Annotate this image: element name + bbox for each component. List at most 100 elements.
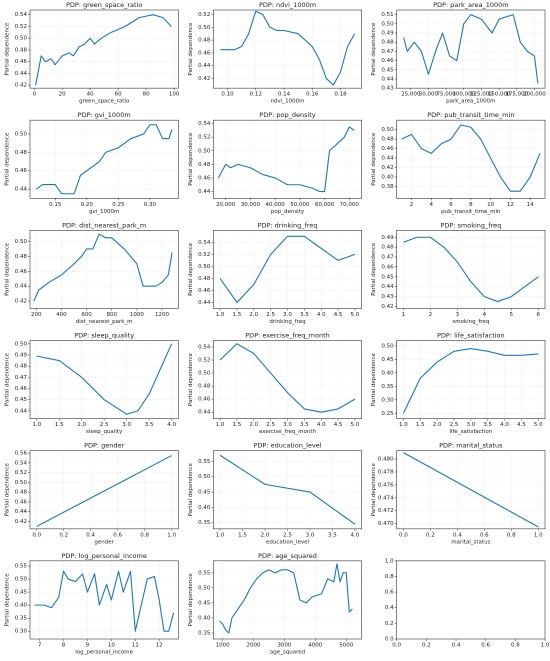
y-tick-label: 0.46 (15, 59, 28, 65)
chart-title: PDP: log_personal_income (61, 552, 146, 560)
x-tick-label: 600 (81, 312, 92, 318)
plot-frame (29, 450, 179, 530)
chart-title: PDP: exercise_freq_month (245, 332, 329, 340)
x-axis-label: ndvi_1000m (271, 99, 305, 105)
y-tick-label: 0.4 (385, 605, 394, 611)
y-tick-label: 0.48 (198, 384, 211, 390)
y-tick-label: 0.480 (378, 457, 394, 463)
x-tick-label: 4.0 (500, 422, 509, 428)
y-tick-label: 0.46 (15, 499, 28, 505)
chart-title: PDP: dist_nearest_park_m (62, 221, 146, 229)
x-tick-label: 20 (59, 92, 66, 98)
y-tick-label: 0.48 (15, 490, 28, 496)
y-tick-label: 0.55 (15, 564, 28, 570)
y-tick-label: 0.44 (198, 410, 211, 416)
pdp-line (403, 452, 539, 528)
y-tick-label: 0.52 (15, 24, 27, 30)
y-tick-label: 0.48 (15, 150, 28, 156)
y-tick-label: 0.42 (381, 304, 393, 310)
plot-frame (29, 9, 179, 89)
x-tick-label: 1.0 (167, 532, 176, 538)
x-tick-label: 6 (537, 312, 541, 318)
y-axis-label: Partial dependence (188, 132, 194, 186)
y-axis-label: Partial dependence (371, 22, 377, 76)
x-tick-label: 3.0 (122, 422, 131, 428)
plot-frame (396, 9, 546, 89)
x-tick-label: 150,000 (488, 92, 511, 98)
chart-title: PDP: marital_status (439, 442, 503, 450)
x-tick-label: 0.8 (507, 532, 516, 538)
x-tick-label: 11 (132, 643, 139, 649)
y-tick-label: 0.50 (198, 585, 211, 591)
y-axis-label: Partial dependence (5, 573, 11, 627)
x-tick-label: 0.4 (452, 643, 461, 649)
x-tick-label: 2.5 (283, 532, 292, 538)
y-tick-label: 0.54 (15, 460, 28, 466)
y-axis-label: Partial dependence (188, 352, 194, 406)
y-tick-label: 0.48 (15, 47, 28, 53)
y-tick-label: 0.50 (198, 148, 211, 154)
pdp-line (219, 235, 356, 304)
x-axis-label: life_satisfaction (449, 429, 492, 435)
x-tick-label: 2.0 (249, 422, 258, 428)
y-tick-label: 0.56 (15, 451, 28, 457)
x-axis-label: age_squared (270, 650, 305, 656)
y-tick-label: 0.30 (381, 397, 394, 403)
y-tick-label: 0.47 (15, 375, 28, 381)
x-tick-label: 0.2 (422, 643, 431, 649)
x-tick-label: 3.5 (300, 312, 309, 318)
y-axis-label: Partial dependence (5, 242, 11, 296)
x-tick-label: 5.0 (534, 422, 543, 428)
x-axis-label: park_area_1000m (446, 99, 495, 105)
x-tick-label: 4.5 (517, 422, 526, 428)
plot-frame (213, 340, 362, 419)
y-axis-label: Partial dependence (371, 132, 377, 186)
y-tick-label: 0.54 (198, 121, 211, 127)
x-tick-label: 1.0 (216, 312, 225, 318)
pdp-line (403, 236, 539, 303)
chart-title: PDP: smoking_freq (440, 221, 501, 229)
y-tick-label: 0.49 (381, 235, 394, 241)
x-tick-label: 12 (156, 643, 163, 649)
x-tick-label: 1200 (155, 312, 169, 318)
y-tick-label: 0.50 (198, 264, 211, 270)
chart-title: PDP: gvi_1000m (78, 111, 131, 119)
x-tick-label: 1000 (216, 643, 230, 649)
y-tick-label: 0.48 (381, 137, 394, 143)
y-tick-label: 0.54 (198, 345, 211, 351)
pdp-line (401, 124, 541, 192)
chart-title: PDP: age_squared (258, 552, 317, 560)
y-tick-label: 0.35 (198, 520, 211, 526)
x-tick-label: 4.0 (351, 532, 360, 538)
plot-frame (213, 119, 362, 199)
x-axis-label: green_space_ratio (79, 99, 130, 105)
y-tick-label: 0.50 (381, 343, 394, 349)
x-tick-label: 0.12 (250, 92, 262, 98)
y-tick-label: 0.50 (198, 474, 211, 480)
y-tick-label: 0.50 (381, 127, 394, 133)
x-tick-label: 3.0 (466, 422, 475, 428)
x-tick-label: 1.5 (233, 422, 242, 428)
x-tick-label: 1.0 (216, 422, 225, 428)
y-tick-label: 0.46 (198, 50, 211, 56)
y-tick-label: 0.44 (381, 76, 394, 82)
y-tick-label: 0.25 (381, 411, 394, 417)
x-tick-label: 4.5 (334, 422, 343, 428)
pdp-line (33, 233, 173, 302)
y-tick-label: 0.55 (198, 570, 211, 576)
x-tick-label: 3.5 (145, 422, 154, 428)
x-tick-label: 8 (469, 202, 473, 208)
x-tick-label: 60,000 (315, 202, 335, 208)
y-tick-label: 0.44 (15, 284, 28, 290)
y-tick-label: 0.45 (198, 490, 211, 496)
plot-frame (213, 450, 362, 530)
y-tick-label: 0.0 (385, 637, 394, 643)
pdp-line (219, 343, 356, 413)
x-tick-label: 6 (449, 202, 453, 208)
x-tick-label: 1.0 (216, 532, 225, 538)
plot-frame (213, 560, 362, 640)
x-tick-label: 0.25 (112, 202, 125, 208)
plot-frame (29, 560, 179, 640)
x-tick-label: 0.2 (426, 532, 435, 538)
